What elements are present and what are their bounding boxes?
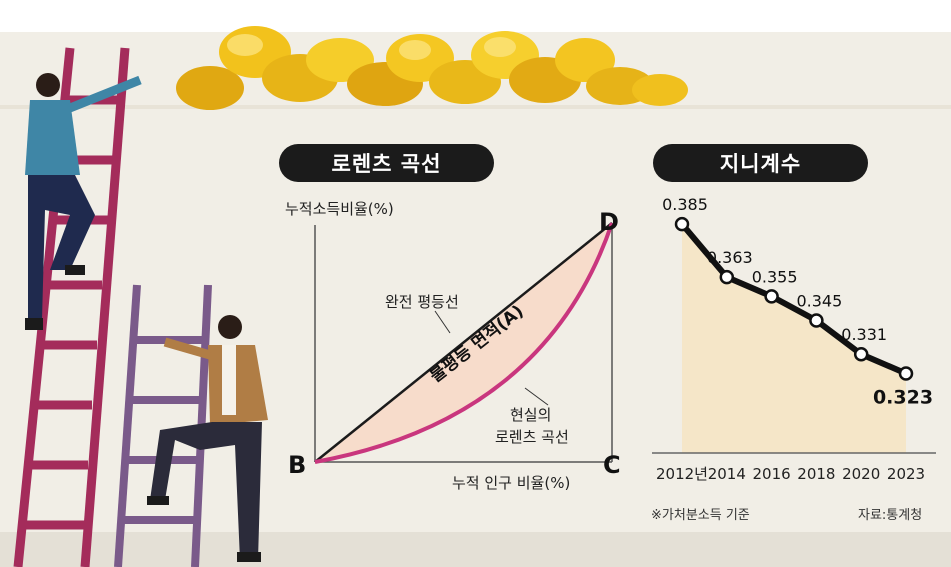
gini-x-tick-2016: 2016 (753, 465, 791, 483)
real-curve-label-line1: 현실의 (510, 406, 552, 424)
background-floor (0, 532, 951, 567)
gini-data-label-2016: 0.355 (752, 267, 798, 286)
gini-x-tick-2012년: 2012년 (656, 465, 708, 483)
lorenz-title: 로렌츠 곡선 (331, 152, 442, 176)
gini-title: 지니계수 (719, 152, 802, 176)
lorenz-title-pill: 로렌츠 곡선 (279, 144, 494, 182)
gini-x-tick-2023: 2023 (887, 465, 925, 483)
gini-footnote: ※가처분소득 기준 (651, 508, 750, 523)
point-c-label: C (603, 451, 621, 479)
gini-point-2016 (764, 289, 779, 304)
gini-data-label-2023: 0.323 (873, 386, 933, 408)
gini-point-2018 (809, 313, 824, 328)
gini-x-tick-2014: 2014 (708, 465, 746, 483)
equality-line (314, 222, 613, 463)
gini-data-label-2018: 0.345 (796, 291, 842, 310)
equality-line-label: 완전 평등선 (385, 293, 459, 311)
point-d-label: D (599, 208, 619, 236)
gini-x-tick-2018: 2018 (797, 465, 835, 483)
equality-label-pointer (434, 310, 451, 334)
gini-point-2014 (719, 269, 735, 285)
gini-data-label-2012년: 0.385 (662, 195, 708, 214)
curve-label-pointer (524, 387, 549, 406)
gini-data-label-2014: 0.363 (707, 248, 753, 267)
gini-point-2012년 (674, 216, 690, 232)
lorenz-y-axis-label: 누적소득비율(%) (285, 200, 394, 218)
gini-point-2020 (853, 346, 869, 362)
gini-series-line (679, 222, 908, 377)
coin-shelf (0, 105, 951, 109)
gold-coins-pile (176, 26, 688, 110)
gini-source: 자료:통계청 (858, 508, 923, 523)
gini-point-2023 (898, 366, 914, 381)
real-curve-label-line2: 로렌츠 곡선 (495, 428, 569, 446)
standing-man-figure (147, 315, 268, 562)
gini-data-label-2020: 0.331 (841, 325, 887, 344)
real-lorenz-curve (314, 222, 614, 464)
gini-x-tick-2020: 2020 (842, 465, 880, 483)
point-b-label: B (288, 451, 307, 479)
climbing-man-figure (25, 73, 142, 330)
gini-area-fill (682, 224, 906, 453)
gini-title-pill: 지니계수 (653, 144, 868, 182)
lorenz-x-axis-label: 누적 인구 비율(%) (452, 474, 571, 492)
